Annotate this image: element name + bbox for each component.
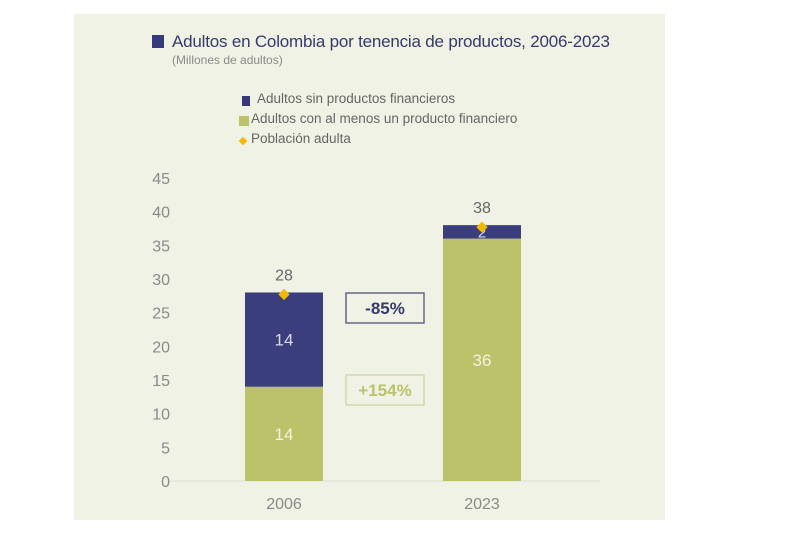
poblacion-marker [278, 288, 290, 301]
annotations: -85% +154% [345, 292, 425, 406]
x-axis: 2006 2023 [266, 496, 500, 513]
y-tick-label: 0 [161, 474, 170, 491]
legend-label: Adultos con al menos un producto financi… [251, 111, 518, 126]
y-tick-label: 40 [152, 205, 170, 222]
y-tick-label: 25 [152, 306, 170, 323]
bar-value-label: 36 [473, 351, 492, 370]
x-tick-label: 2006 [266, 496, 302, 513]
y-tick-label: 5 [161, 440, 170, 457]
chart-subtitle: (Millones de adultos) [172, 53, 283, 67]
change-annotation-label: -85% [365, 299, 405, 318]
y-tick-label: 30 [152, 272, 170, 289]
total-value-label: 28 [275, 267, 293, 284]
bar-value-label: 14 [275, 425, 294, 444]
bars: 14142836238 [245, 200, 521, 481]
chart-panel [74, 14, 665, 520]
legend-swatch-con-producto [239, 116, 249, 126]
y-tick-label: 15 [152, 373, 170, 390]
change-annotation-label: +154% [358, 381, 411, 400]
title-square-icon [152, 35, 164, 48]
chart-title: Adultos en Colombia por tenencia de prod… [172, 32, 610, 51]
total-value-label: 38 [473, 200, 491, 217]
legend-swatch-sin-productos [242, 96, 250, 106]
change-annotation-box [345, 374, 425, 406]
legend-label: Adultos sin productos financieros [257, 91, 456, 106]
y-tick-label: 35 [152, 238, 170, 255]
bar-segment-2006-sin-productos [245, 292, 323, 387]
bar-segment-2023-con-producto [443, 238, 521, 481]
bar-segment-2006-con-producto [245, 386, 323, 481]
y-tick-label: 20 [152, 339, 170, 356]
y-tick-label: 45 [152, 171, 170, 188]
poblacion-marker [476, 221, 488, 233]
change-annotation-box [345, 292, 425, 324]
legend-label: Población adulta [251, 131, 351, 146]
y-tick-label: 10 [152, 407, 170, 424]
y-axis: 0 5 10 15 20 25 30 35 40 45 [152, 171, 170, 491]
bar-value-label: 14 [275, 331, 294, 350]
x-tick-label: 2023 [464, 496, 500, 513]
